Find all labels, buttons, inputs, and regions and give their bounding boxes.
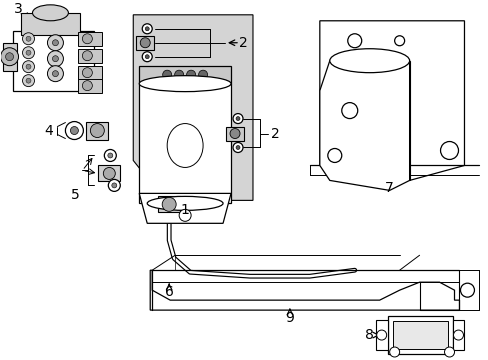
Circle shape	[163, 70, 171, 79]
Circle shape	[347, 34, 361, 48]
Circle shape	[229, 129, 240, 139]
Circle shape	[22, 33, 35, 45]
Bar	[375, 320, 387, 350]
Circle shape	[452, 330, 463, 340]
Bar	[13, 31, 94, 91]
Circle shape	[236, 145, 240, 149]
Circle shape	[145, 27, 149, 31]
Circle shape	[186, 70, 195, 79]
Circle shape	[394, 36, 404, 46]
Circle shape	[389, 347, 399, 357]
Circle shape	[52, 71, 58, 77]
Circle shape	[108, 179, 120, 192]
Circle shape	[142, 52, 152, 62]
Circle shape	[107, 153, 113, 158]
Polygon shape	[319, 21, 464, 180]
Circle shape	[174, 70, 183, 79]
Circle shape	[47, 35, 63, 51]
Circle shape	[82, 81, 92, 91]
Circle shape	[5, 53, 14, 61]
Circle shape	[140, 38, 150, 48]
Polygon shape	[150, 270, 459, 310]
Circle shape	[162, 197, 176, 211]
Circle shape	[341, 103, 357, 118]
Polygon shape	[133, 15, 252, 201]
Bar	[78, 49, 102, 63]
Circle shape	[47, 51, 63, 67]
Circle shape	[233, 143, 243, 153]
Bar	[451, 320, 464, 350]
Circle shape	[22, 61, 35, 73]
Circle shape	[52, 56, 58, 62]
Ellipse shape	[329, 49, 409, 73]
Text: 1: 1	[181, 203, 189, 217]
Bar	[78, 32, 102, 46]
Ellipse shape	[147, 197, 223, 210]
Text: 6: 6	[164, 285, 173, 299]
Polygon shape	[139, 193, 230, 223]
Circle shape	[440, 141, 458, 159]
Circle shape	[82, 34, 92, 44]
Text: 5: 5	[71, 188, 80, 202]
Ellipse shape	[167, 123, 203, 167]
Circle shape	[47, 66, 63, 82]
Circle shape	[22, 75, 35, 87]
Circle shape	[460, 283, 473, 297]
Circle shape	[327, 148, 341, 162]
Circle shape	[22, 47, 35, 59]
Text: 2: 2	[270, 126, 279, 140]
Circle shape	[103, 167, 115, 179]
Bar	[387, 316, 451, 354]
Circle shape	[179, 210, 191, 221]
Text: 2: 2	[238, 36, 247, 50]
Circle shape	[26, 50, 31, 55]
Circle shape	[65, 122, 83, 140]
Ellipse shape	[139, 76, 230, 92]
Circle shape	[82, 51, 92, 61]
Circle shape	[444, 347, 453, 357]
Circle shape	[82, 68, 92, 78]
Bar	[136, 36, 154, 50]
Circle shape	[104, 149, 116, 162]
Circle shape	[142, 24, 152, 34]
Text: 7: 7	[385, 181, 393, 195]
Bar	[139, 66, 230, 84]
Bar	[158, 197, 180, 212]
Bar	[78, 78, 102, 93]
Bar	[78, 66, 102, 80]
Circle shape	[236, 117, 240, 121]
Bar	[2, 43, 17, 71]
Circle shape	[90, 123, 104, 138]
Circle shape	[112, 183, 117, 188]
Circle shape	[26, 78, 31, 83]
Circle shape	[376, 330, 386, 340]
Bar	[86, 122, 108, 140]
Bar	[98, 166, 120, 181]
Circle shape	[0, 48, 19, 66]
Polygon shape	[319, 61, 409, 190]
Circle shape	[233, 113, 243, 123]
Circle shape	[70, 127, 78, 135]
Text: 8: 8	[365, 328, 373, 342]
Text: 9: 9	[285, 311, 294, 325]
Ellipse shape	[32, 5, 68, 21]
Circle shape	[198, 70, 207, 79]
Circle shape	[145, 55, 149, 59]
Text: 4: 4	[44, 123, 53, 138]
Bar	[20, 13, 80, 35]
Bar	[225, 127, 244, 140]
Bar	[392, 321, 447, 349]
Circle shape	[26, 64, 31, 69]
Circle shape	[52, 40, 58, 46]
Circle shape	[26, 36, 31, 41]
Text: 3: 3	[14, 2, 23, 16]
Bar	[139, 84, 230, 203]
